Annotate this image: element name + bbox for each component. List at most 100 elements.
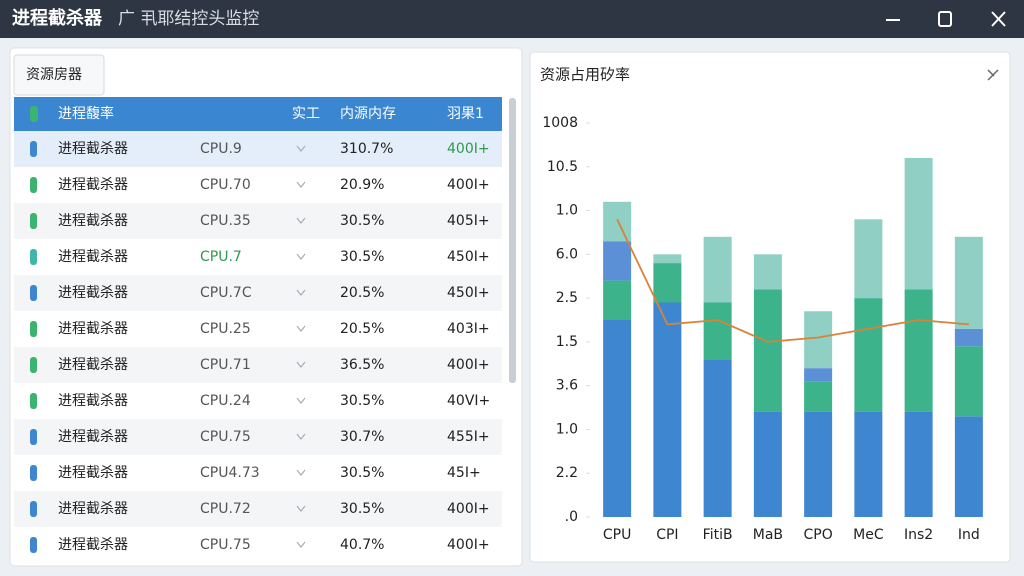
table-cell: 进程截杀器 [58,177,128,193]
table-cell: 进程截杀器 [58,393,128,409]
table-cell: CPU.70 [200,177,251,193]
table-cell: 30.5% [340,249,384,265]
table-cell: 400I+ [447,177,490,193]
table-header [14,97,502,131]
table-cell: 403I+ [447,321,490,337]
table-row[interactable] [14,419,502,455]
chart-menu-icon[interactable] [987,69,999,81]
table-cell: CPU.72 [200,501,251,517]
bar-segment [854,298,883,412]
row-icon [30,213,37,229]
table-cell: 进程截杀器 [58,141,128,157]
row-dropdown [296,361,306,368]
line-series [616,218,969,343]
row-icon [30,177,37,193]
table-row[interactable] [14,347,502,383]
table-cell: 30.5% [340,501,384,517]
row-dropdown [296,541,306,548]
table-cell: 45I+ [447,465,481,481]
y-tick-label: 6.0 [556,246,578,262]
row-icon [30,429,37,445]
row-icon [30,249,37,265]
table-cell: 进程截杀器 [58,501,128,517]
bar-segment [954,416,983,517]
bar-segment [904,411,933,517]
y-tick-label: .0 [565,509,578,525]
header-cell: 内源内存 [340,106,396,122]
table-cell: 20.9% [340,177,384,193]
table-row[interactable] [14,131,502,167]
table-row[interactable] [14,455,502,491]
row-icon [30,501,37,517]
table-cell: CPU.25 [200,321,251,337]
table-cell: 310.7% [340,141,393,157]
table-cell: CPU.24 [200,393,251,409]
row-dropdown [296,397,306,404]
bar-segment [804,368,833,382]
header-cell: 进程馥率 [58,105,114,122]
table-cell: 400I+ [447,501,490,517]
bar-segment [753,411,782,517]
row-icon [30,141,37,157]
bar-segment [804,411,833,517]
table-cell: 进程截杀器 [58,213,128,229]
table-cell: CPU.7 [200,249,242,265]
table-cell: 40VI+ [447,393,490,409]
table-cell: 400I+ [447,141,490,157]
table-cell: CPU4.73 [200,465,260,481]
table-row[interactable] [14,203,502,239]
table-row[interactable] [14,383,502,419]
row-icon [30,357,37,373]
y-tick-label: 1.0 [556,421,578,437]
bar-segment [603,280,632,320]
scrollbar[interactable] [509,98,516,383]
row-dropdown [296,289,306,296]
maximize-button[interactable] [938,11,952,27]
bar-segment [653,263,682,303]
table-row[interactable] [14,527,502,563]
table-row[interactable] [14,167,502,203]
table-cell: 进程截杀器 [58,285,128,301]
row-dropdown [296,505,306,512]
table-cell: 进程截杀器 [58,465,128,481]
tab[interactable] [13,54,105,96]
chart-title: 资源占用矽率 [540,66,630,84]
window-title: 进程截杀器 [12,7,103,29]
table-cell: CPU.7C [200,285,252,301]
bar-segment [804,381,833,412]
table-cell: CPU.9 [200,141,242,157]
tab-label: 资源房器 [26,67,82,83]
table-cell: 20.5% [340,285,384,301]
table-cell: 进程截杀器 [58,537,128,553]
y-tick-label: 1.0 [556,203,578,219]
bar-segment [854,219,883,299]
bar-segment [904,158,933,290]
table-cell: CPU.35 [200,213,251,229]
table-row[interactable] [14,275,502,311]
table-cell: 40.7% [340,537,384,553]
table-cell: CPU.75 [200,537,251,553]
table-row[interactable] [14,239,502,275]
row-dropdown [296,181,306,188]
y-tick-label: 1.5 [556,334,578,350]
close-button[interactable] [991,11,1006,27]
bar-segment [954,328,983,347]
table-cell: 400I+ [447,537,490,553]
y-tick-label: 2.5 [556,290,578,306]
header-cell: 实工 [292,106,320,122]
x-tick-label: FitiB [703,527,733,543]
x-tick-label: MaB [753,527,783,543]
y-tick-label: 10.5 [547,159,578,175]
bar-segment [904,289,933,412]
bar-segment [703,359,732,517]
window-subtitle: 广 丮耶结控头监控 [118,9,259,29]
x-tick-label: CPI [656,527,678,543]
table-cell: 30.5% [340,393,384,409]
table-cell: 405I+ [447,213,490,229]
y-tick-label: 2.2 [556,465,578,481]
bar-segment [854,411,883,517]
row-dropdown [296,253,306,260]
table-row[interactable] [14,311,502,347]
table-row[interactable] [14,491,502,527]
table-cell: 455I+ [447,429,490,445]
